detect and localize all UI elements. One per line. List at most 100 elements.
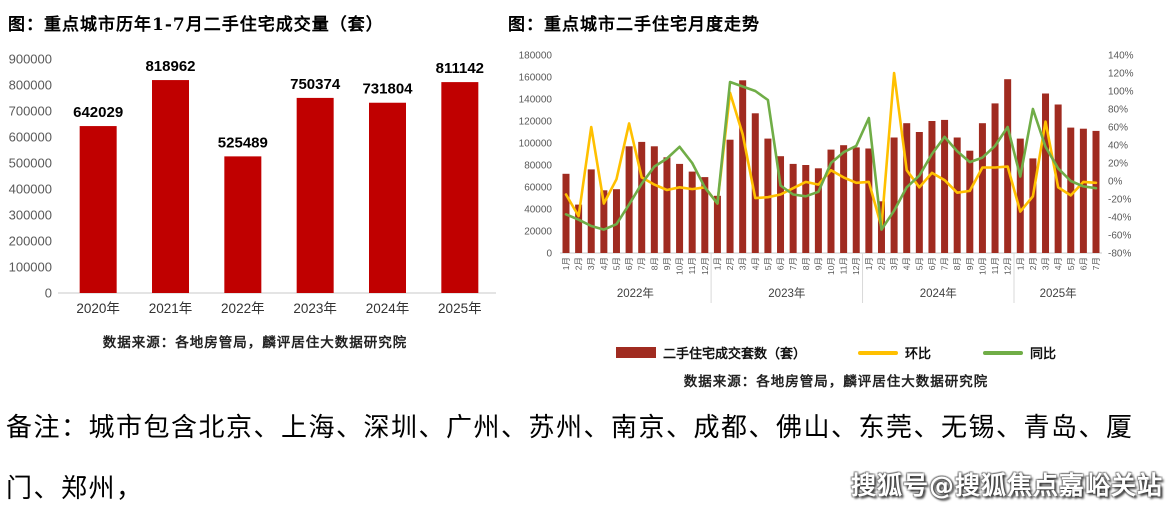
svg-text:120000: 120000 xyxy=(519,117,553,128)
svg-text:7月: 7月 xyxy=(1091,257,1101,270)
svg-text:4月: 4月 xyxy=(1053,257,1063,270)
svg-text:2021年: 2021年 xyxy=(149,301,193,316)
svg-text:7月: 7月 xyxy=(637,257,647,270)
svg-text:2025年: 2025年 xyxy=(438,301,482,316)
svg-text:2024年: 2024年 xyxy=(366,301,410,316)
svg-text:3月: 3月 xyxy=(738,257,748,270)
svg-text:1月: 1月 xyxy=(561,257,571,270)
svg-text:600000: 600000 xyxy=(9,130,52,145)
svg-text:9月: 9月 xyxy=(965,257,975,270)
svg-text:642029: 642029 xyxy=(73,104,123,121)
svg-text:11月: 11月 xyxy=(687,257,697,274)
svg-text:-80%: -80% xyxy=(1108,249,1131,260)
left-chart-source: 数据来源：各地房管局，麟评居住大数据研究院 xyxy=(102,335,408,351)
legend-tongbi-label: 同比 xyxy=(1030,347,1057,362)
svg-text:9月: 9月 xyxy=(813,257,823,270)
footnote: 备注：城市包含北京、上海、深圳、广州、苏州、南京、成都、佛山、东莞、无锡、青岛、… xyxy=(6,398,1168,508)
legend-item-bars: 二手住宅成交套数（套） xyxy=(615,343,806,362)
legend-huanbi-label: 环比 xyxy=(904,347,931,362)
svg-text:700000: 700000 xyxy=(9,104,52,119)
legend-bar-swatch xyxy=(615,347,656,358)
legend-bar-label: 二手住宅成交套数（套） xyxy=(662,347,806,362)
svg-text:40000: 40000 xyxy=(524,205,552,216)
svg-text:0%: 0% xyxy=(1108,177,1123,188)
svg-text:2025年: 2025年 xyxy=(1040,286,1077,300)
footnote-line1: 备注：城市包含北京、上海、深圳、广州、苏州、南京、成都、佛山、东莞、无锡、青岛、… xyxy=(6,413,1134,504)
svg-text:8月: 8月 xyxy=(649,257,659,270)
svg-text:12月: 12月 xyxy=(1003,257,1013,275)
svg-text:-60%: -60% xyxy=(1108,231,1131,242)
svg-text:811142: 811142 xyxy=(436,60,484,77)
svg-text:10月: 10月 xyxy=(977,257,987,275)
svg-text:2020年: 2020年 xyxy=(76,301,120,316)
svg-text:8月: 8月 xyxy=(801,257,811,270)
svg-text:818962: 818962 xyxy=(145,58,195,75)
legend-item-tongbi: 同比 xyxy=(983,343,1056,362)
monthly-trend-chart: 0 20000 40000 60000 80000 100000 120000 140000 1… xyxy=(519,51,1134,303)
svg-text:-20%: -20% xyxy=(1108,195,1131,206)
legend-huanbi-swatch xyxy=(857,350,898,355)
svg-text:525489: 525489 xyxy=(218,134,268,151)
svg-text:6月: 6月 xyxy=(776,257,786,270)
monthly-trend-chart-panel: 图：重点城市二手住宅月度走势 0 20000 40000 60000 80000 1000… xyxy=(506,6,1166,390)
svg-text:140%: 140% xyxy=(1108,51,1134,62)
svg-text:200000: 200000 xyxy=(9,234,52,249)
svg-text:-40%: -40% xyxy=(1108,213,1131,224)
svg-text:2月: 2月 xyxy=(574,257,584,270)
svg-text:100000: 100000 xyxy=(9,260,52,275)
svg-text:10月: 10月 xyxy=(675,257,685,275)
svg-text:140000: 140000 xyxy=(519,95,553,106)
svg-text:5月: 5月 xyxy=(914,257,924,270)
annual-bar-chart: 0 100000 200000 300000 400000 500000 600000 700… xyxy=(9,52,496,316)
svg-text:800000: 800000 xyxy=(9,78,52,93)
svg-text:4月: 4月 xyxy=(902,257,912,270)
svg-text:2月: 2月 xyxy=(876,257,886,270)
svg-text:400000: 400000 xyxy=(9,182,52,197)
svg-text:2022年: 2022年 xyxy=(617,286,654,300)
watermark: 搜狐号@搜狐焦点嘉峪关站 xyxy=(850,471,1163,500)
svg-text:160000: 160000 xyxy=(519,73,553,84)
svg-text:4月: 4月 xyxy=(599,257,609,270)
svg-text:9月: 9月 xyxy=(662,257,672,270)
legend-tongbi-swatch xyxy=(983,350,1023,355)
svg-text:8月: 8月 xyxy=(952,257,962,270)
annual-bar-chart-panel: 图：重点城市历年1-7月二手住宅成交量（套） 0 100000 200000 3000… xyxy=(6,6,504,351)
svg-text:6月: 6月 xyxy=(927,257,937,270)
svg-text:5月: 5月 xyxy=(763,257,773,270)
svg-text:100%: 100% xyxy=(1108,87,1134,98)
svg-text:4月: 4月 xyxy=(750,257,760,270)
svg-text:5月: 5月 xyxy=(1066,257,1076,270)
svg-text:500000: 500000 xyxy=(9,156,52,171)
svg-text:80%: 80% xyxy=(1108,105,1128,116)
svg-text:11月: 11月 xyxy=(839,257,849,274)
svg-text:1月: 1月 xyxy=(712,257,722,270)
legend-item-huanbi: 环比 xyxy=(857,343,931,362)
svg-text:7月: 7月 xyxy=(940,257,950,270)
svg-text:3月: 3月 xyxy=(1041,257,1051,270)
svg-text:1月: 1月 xyxy=(864,257,874,270)
svg-text:2月: 2月 xyxy=(725,257,735,270)
svg-text:120%: 120% xyxy=(1108,69,1134,80)
left-chart-title: 图：重点城市历年1-7月二手住宅成交量（套） xyxy=(8,15,384,35)
svg-text:2月: 2月 xyxy=(1028,257,1038,270)
svg-text:0: 0 xyxy=(45,286,52,301)
svg-text:11月: 11月 xyxy=(990,257,1000,274)
svg-text:2022年: 2022年 xyxy=(221,301,265,316)
svg-text:6月: 6月 xyxy=(624,257,634,270)
svg-text:40%: 40% xyxy=(1108,141,1128,152)
svg-text:300000: 300000 xyxy=(9,208,52,223)
svg-text:900000: 900000 xyxy=(9,52,52,67)
svg-text:180000: 180000 xyxy=(519,51,553,62)
svg-text:0: 0 xyxy=(546,249,552,260)
svg-text:2023年: 2023年 xyxy=(768,286,805,300)
svg-text:2024年: 2024年 xyxy=(920,286,957,300)
svg-text:20%: 20% xyxy=(1108,159,1128,170)
svg-text:3月: 3月 xyxy=(889,257,899,270)
svg-text:731804: 731804 xyxy=(362,81,413,98)
svg-text:12月: 12月 xyxy=(700,257,710,275)
svg-text:10月: 10月 xyxy=(826,257,836,275)
svg-text:60%: 60% xyxy=(1108,123,1128,134)
svg-text:1月: 1月 xyxy=(1015,257,1025,270)
right-chart-title: 图：重点城市二手住宅月度走势 xyxy=(508,15,760,35)
